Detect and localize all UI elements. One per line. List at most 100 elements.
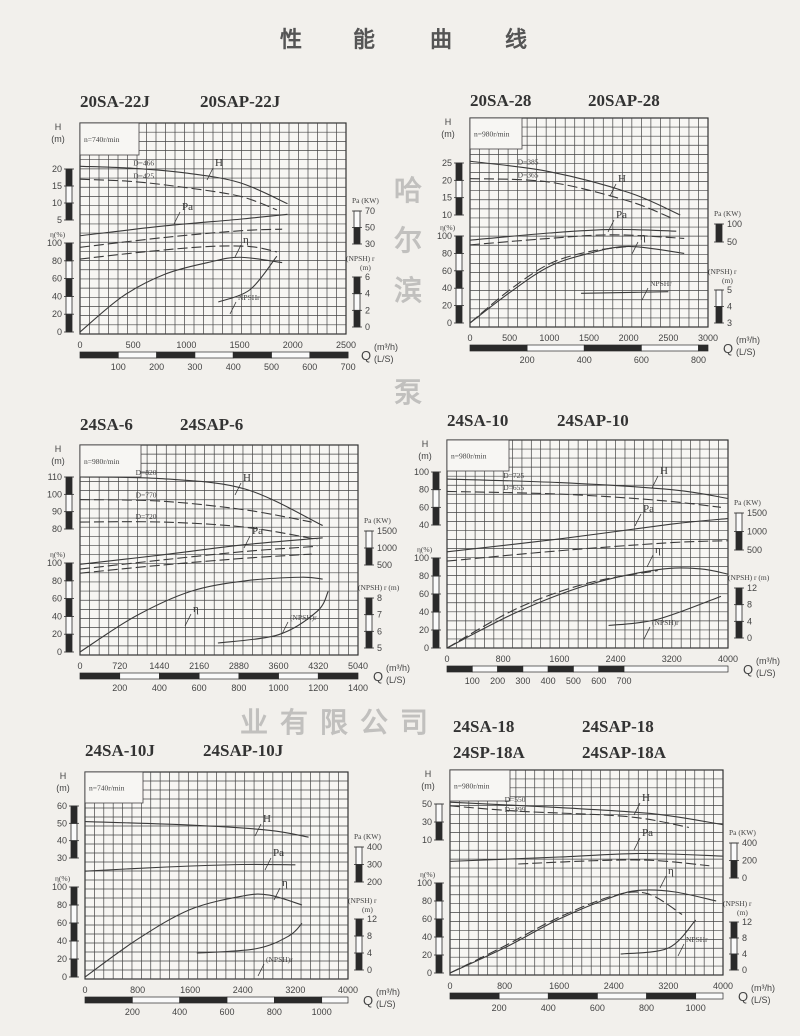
tick-label: 100 <box>727 219 742 229</box>
x2-tick-label: 600 <box>591 676 606 686</box>
x2-tick-label: 200 <box>490 676 505 686</box>
flow-scale-segment <box>449 992 500 1000</box>
curves: D=725 D=655 H Pa η (NPSH)r <box>446 465 729 649</box>
watermark-char: 滨 <box>394 274 422 307</box>
x-tick-label: 3600 <box>269 661 289 671</box>
tick-label: 0 <box>742 873 747 883</box>
tick-label: 50 <box>57 818 67 828</box>
tick-label: 50 <box>727 237 737 247</box>
scale-segment <box>435 936 443 956</box>
x-axis-unit: (m³/h) <box>736 335 760 345</box>
x-tick-label: 2000 <box>619 333 639 343</box>
curve-label-npsh: NPSHr <box>650 279 672 288</box>
impeller-diameter-label: D=720 <box>136 512 157 521</box>
x2-tick-label: 600 <box>634 355 649 365</box>
tick-label: 4 <box>365 289 370 299</box>
curve-label-eta: η <box>640 231 646 243</box>
x2-tick-label: 600 <box>192 683 207 693</box>
axis-label: Pa (KW) <box>714 209 741 218</box>
tick-label: 200 <box>367 877 382 887</box>
tick-label: 110 <box>48 472 62 482</box>
scale-segment <box>735 587 743 606</box>
tick-label: 500 <box>377 560 392 570</box>
chart-title: 20SA-22J <box>80 92 150 111</box>
page-title: 性 能 曲 线 <box>280 27 527 53</box>
curve-pa <box>79 537 323 565</box>
curve-npsh <box>608 595 722 627</box>
x-tick-label: 2500 <box>658 333 678 343</box>
scale-segment <box>455 252 463 272</box>
npsh-axis: 0 4 8 12 (NPSH) r(m) <box>723 899 752 975</box>
tick-label: 20 <box>52 309 62 319</box>
flow-scale-segment <box>522 665 549 673</box>
scale-segment <box>70 822 78 842</box>
h-axis: 10 15 20 25 H (m) <box>441 117 464 220</box>
x2-tick-label: 200 <box>112 683 127 693</box>
curve-pa <box>518 859 710 867</box>
x-tick-label: 0 <box>77 340 82 350</box>
charts-container: 20SA-22J 20SAP-22Jn=740r/min5101520H(m)02… <box>47 91 780 1017</box>
curve-label-npsh: NPSHr <box>686 935 708 944</box>
curve-label-h: H <box>660 465 668 477</box>
flow-scale-segment <box>309 351 349 359</box>
label-leader <box>173 211 181 225</box>
x2-tick-label: 800 <box>231 683 246 693</box>
flow-scale-segment <box>598 665 625 673</box>
speed-label: n=980r/min <box>474 130 510 139</box>
axis-label: (NPSH) r (m) <box>358 583 400 592</box>
axis-label: (NPSH) r <box>723 899 752 908</box>
x2-tick-label: 200 <box>125 1007 140 1017</box>
scale-segment <box>65 313 73 333</box>
x-axis: 0 500 1000 1500 2000 2500 100 200 300 400 500 600 70… <box>77 340 398 372</box>
scale-segment <box>353 309 361 328</box>
x-tick-label: 1600 <box>180 985 200 995</box>
scale-segment <box>65 202 73 221</box>
x2-axis-unit: (L/S) <box>386 675 406 685</box>
tick-label: 80 <box>422 896 432 906</box>
watermark-char: 司 <box>400 706 428 739</box>
x-axis-label: Q <box>361 348 371 363</box>
tick-label: 40 <box>57 836 67 846</box>
speed-box <box>446 439 510 472</box>
x2-axis-unit: (L/S) <box>374 354 394 364</box>
curve-eta <box>84 893 303 978</box>
curve-label-npsh: (NPSH)r <box>266 955 293 964</box>
curve-npsh <box>196 922 303 954</box>
x2-tick-label: 200 <box>492 1003 507 1013</box>
scale-segment <box>355 918 363 937</box>
tick-label: 25 <box>442 158 452 168</box>
x2-tick-label: 400 <box>226 362 241 372</box>
speed-label: n=740r/min <box>89 784 125 793</box>
npsh-axis: 0 4 8 12(NPSH) r (m) <box>728 573 770 643</box>
curve-npsh <box>218 255 278 303</box>
tick-label: 0 <box>424 643 429 653</box>
scale-segment <box>432 557 440 577</box>
tick-label: 4 <box>742 949 747 959</box>
tick-label: 10 <box>422 835 432 845</box>
label-leader <box>281 621 289 635</box>
label-leader <box>646 554 654 568</box>
curve-label-eta: η <box>668 865 674 877</box>
tick-label: 80 <box>57 900 67 910</box>
flow-scale-segment <box>321 996 349 1004</box>
tick-label: 80 <box>52 524 62 534</box>
scale-segment <box>730 937 738 955</box>
scale-segment <box>65 476 73 495</box>
axis-label: H <box>60 771 67 781</box>
tick-label: 5 <box>727 285 732 295</box>
tick-label: 12 <box>367 914 377 924</box>
curve-npsh <box>581 291 669 294</box>
curve-label-pa: Pa <box>182 201 193 213</box>
scale-segment <box>735 512 743 532</box>
curve-label-h: H <box>243 472 251 484</box>
curve-h <box>79 165 288 205</box>
label-leader <box>634 513 642 527</box>
curves: D=820 D=770 D=720 H Pa η (NPSH)r <box>79 468 329 653</box>
tick-label: 4 <box>367 948 372 958</box>
tick-label: 50 <box>422 799 432 809</box>
x2-tick-label: 1000 <box>269 683 289 693</box>
x-axis-label: Q <box>738 989 748 1004</box>
